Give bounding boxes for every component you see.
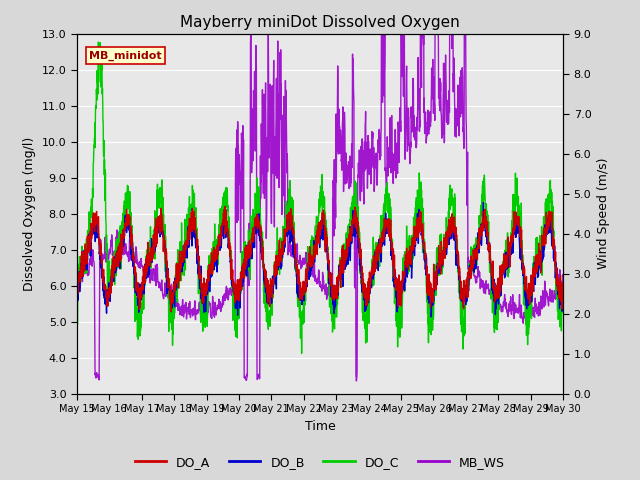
Legend: DO_A, DO_B, DO_C, MB_WS: DO_A, DO_B, DO_C, MB_WS xyxy=(130,451,510,474)
Title: Mayberry miniDot Dissolved Oxygen: Mayberry miniDot Dissolved Oxygen xyxy=(180,15,460,30)
Y-axis label: Wind Speed (m/s): Wind Speed (m/s) xyxy=(597,158,610,269)
X-axis label: Time: Time xyxy=(305,420,335,432)
Text: MB_minidot: MB_minidot xyxy=(89,51,161,61)
Y-axis label: Dissolved Oxygen (mg/l): Dissolved Oxygen (mg/l) xyxy=(23,136,36,291)
